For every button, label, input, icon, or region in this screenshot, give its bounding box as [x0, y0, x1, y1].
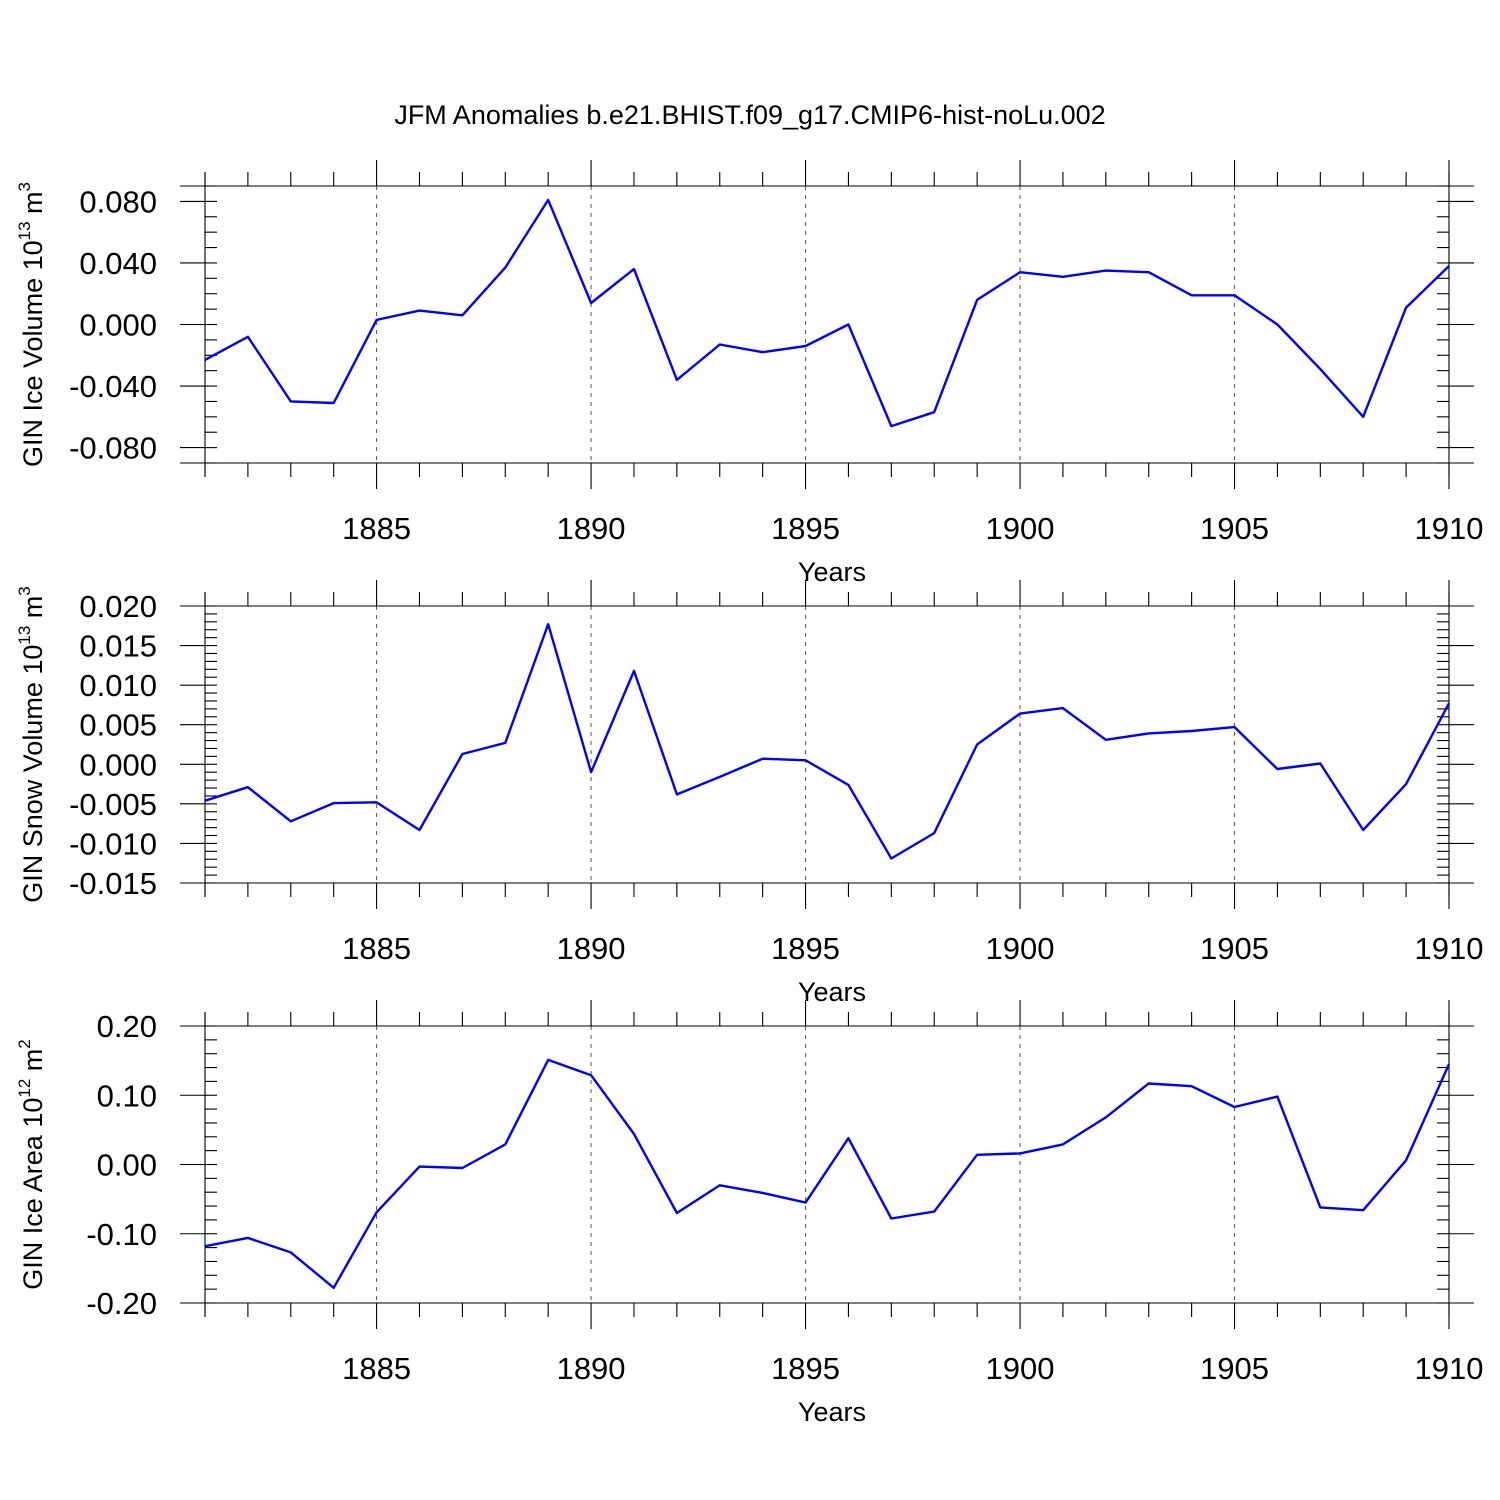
y-tick-label: -0.10	[86, 1217, 157, 1252]
x-tick-label: 1905	[1200, 1351, 1269, 1386]
x-tick-label: 1895	[771, 931, 840, 966]
y-tick-label: -0.20	[86, 1286, 157, 1321]
y-tick-label: -0.005	[69, 787, 157, 822]
y-tick-label: 0.080	[79, 184, 157, 219]
panels: 1885 1890 1895 1900 1905 1910 -0.080 -0.040 0.00…	[15, 160, 1483, 1427]
x-tick-label: 1885	[342, 511, 411, 546]
x-tick-label: 1900	[986, 1351, 1055, 1386]
panel-3: 1885 1890 1895 1900 1905 1910 -0.20 -0.10 0.00 0.…	[15, 1000, 1483, 1427]
y-tick-label: 0.015	[79, 629, 157, 664]
y-tick-label: 0.00	[97, 1148, 157, 1183]
y-tick-label: 0.000	[79, 308, 157, 343]
x-tick-label: 1885	[342, 1351, 411, 1386]
x-axis-label: Years	[798, 1397, 866, 1427]
x-tick-label: 1910	[1415, 511, 1484, 546]
y-tick-label: 0.020	[79, 589, 157, 624]
y-tick-label: 0.20	[97, 1009, 157, 1044]
x-tick-label: 1890	[557, 1351, 626, 1386]
x-axis-label: Years	[798, 977, 866, 1007]
y-axis-label: GIN Snow Volume 1013 m3	[15, 586, 48, 903]
y-tick-label: 0.005	[79, 708, 157, 743]
y-tick-label: 0.10	[97, 1078, 157, 1113]
x-tick-label: 1895	[771, 511, 840, 546]
x-axis-label: Years	[798, 557, 866, 587]
y-tick-label: -0.015	[69, 866, 157, 901]
x-tick-label: 1910	[1415, 931, 1484, 966]
x-tick-label: 1910	[1415, 1351, 1484, 1386]
x-tick-label: 1900	[986, 511, 1055, 546]
panel-2: 1885 1890 1895 1900 1905 1910 -0.015 -0.010 -0.0…	[15, 580, 1483, 1007]
x-tick-label: 1895	[771, 1351, 840, 1386]
y-tick-label: 0.000	[79, 747, 157, 782]
y-tick-label: 0.010	[79, 668, 157, 703]
y-axis-label: GIN Ice Area 1012 m2	[15, 1039, 48, 1290]
x-tick-label: 1890	[557, 511, 626, 546]
y-axis-label: GIN Ice Volume 1013 m3	[15, 182, 48, 467]
figure-title: JFM Anomalies b.e21.BHIST.f09_g17.CMIP6-…	[394, 100, 1105, 130]
x-tick-label: 1890	[557, 931, 626, 966]
x-tick-label: 1885	[342, 931, 411, 966]
y-tick-label: -0.010	[69, 826, 157, 861]
y-tick-label: -0.040	[69, 369, 157, 404]
y-tick-label: -0.080	[69, 431, 157, 466]
x-tick-label: 1905	[1200, 511, 1269, 546]
x-tick-label: 1900	[986, 931, 1055, 966]
panel-1: 1885 1890 1895 1900 1905 1910 -0.080 -0.040 0.00…	[15, 160, 1483, 587]
series-line	[204, 623, 1451, 860]
x-tick-label: 1905	[1200, 931, 1269, 966]
series-line	[204, 1058, 1451, 1290]
y-tick-label: 0.040	[79, 246, 157, 281]
series-line	[204, 198, 1450, 428]
